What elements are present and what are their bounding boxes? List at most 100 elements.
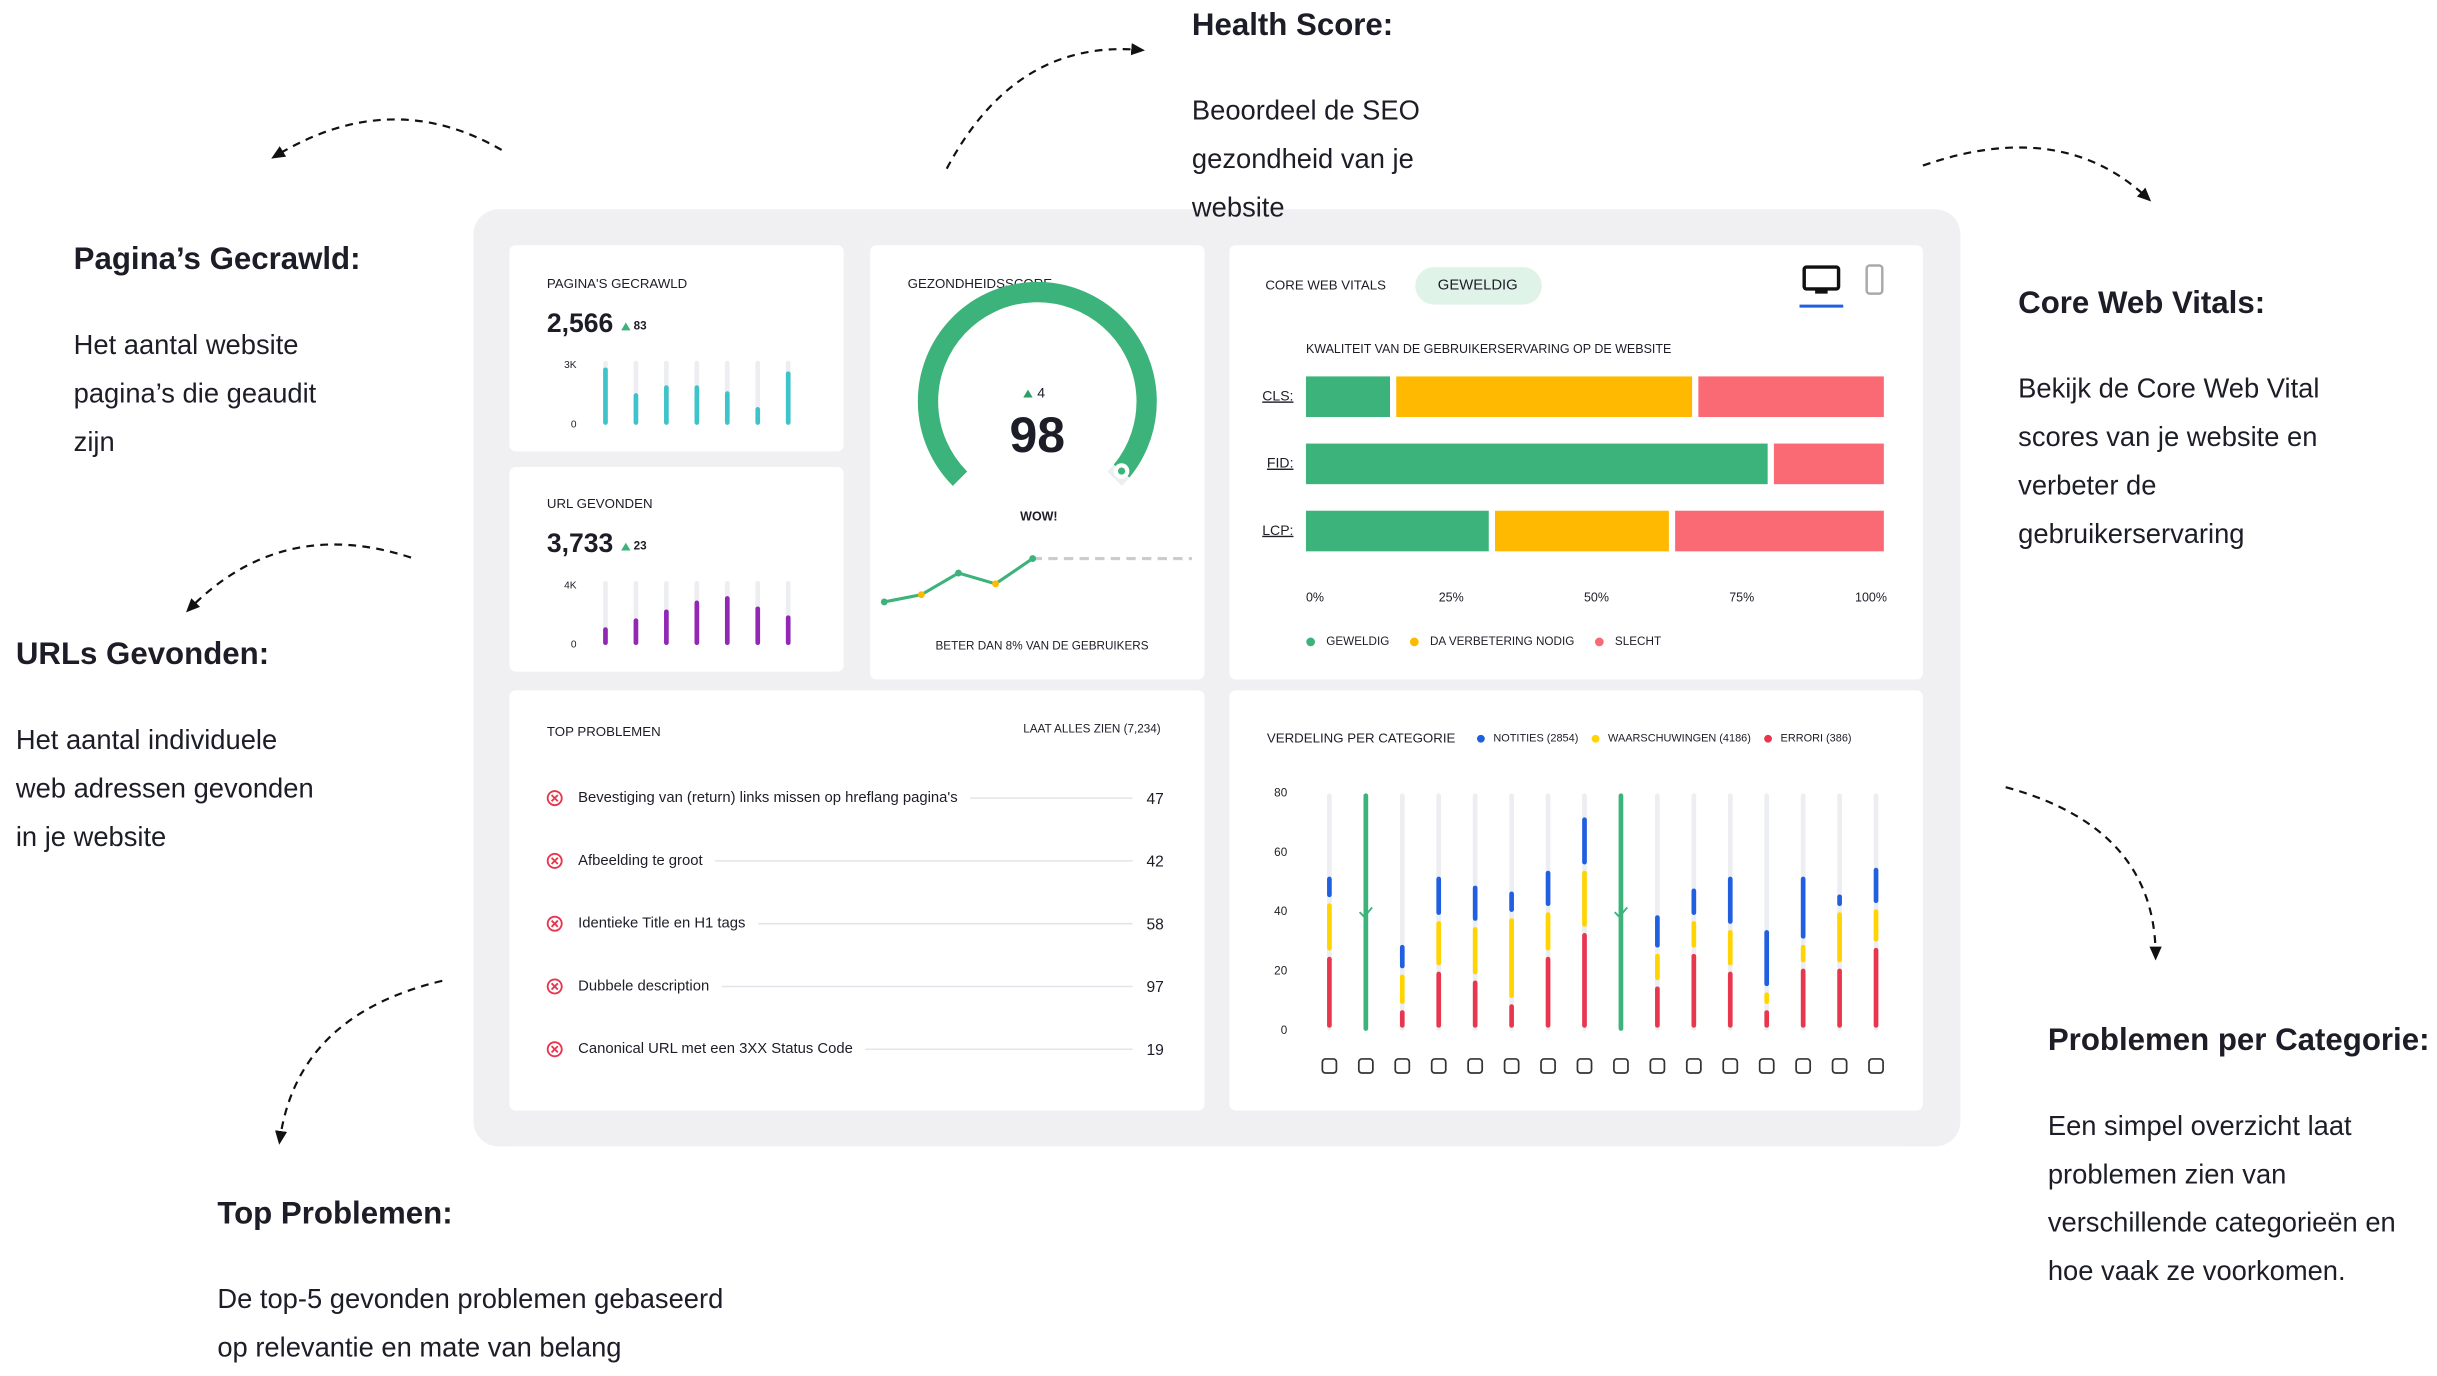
- category-icon[interactable]: [1685, 1058, 1702, 1074]
- card-value: 2,566: [547, 308, 613, 338]
- bar-segment: [1545, 912, 1551, 951]
- category-icon[interactable]: [1613, 1058, 1629, 1074]
- status-badge-text: GEWELDIG: [1438, 278, 1518, 294]
- legend-label: SLECHT: [1615, 635, 1661, 648]
- bar-segment: [1495, 510, 1669, 552]
- bar-segment: [1582, 870, 1587, 927]
- annotation-title: Pagina’s Gecrawld:: [74, 241, 361, 276]
- y-tick-label: 60: [1274, 846, 1288, 859]
- category-icon[interactable]: [1357, 1058, 1374, 1074]
- bar-segment: [1727, 971, 1733, 1028]
- category-icon[interactable]: [1321, 1058, 1338, 1074]
- bar-segment: [1691, 888, 1697, 915]
- category-icon[interactable]: [1868, 1058, 1884, 1074]
- legend-marker: [1476, 734, 1485, 743]
- bar-segment: [1472, 927, 1478, 975]
- bar: [785, 371, 791, 425]
- annotation-title: URLs Gevonden:: [16, 636, 269, 671]
- problem-count: 42: [1146, 854, 1163, 871]
- card: [1229, 690, 1923, 1111]
- card-title: TOP PROBLEMEN: [547, 724, 661, 739]
- annotation-text: zijn: [74, 426, 115, 457]
- category-icon[interactable]: [1540, 1058, 1556, 1074]
- up-arrow-icon: [621, 322, 631, 331]
- annotation-text: verschillende categorieën en: [2048, 1207, 2396, 1238]
- bar-segment: [1399, 1010, 1405, 1028]
- annotation-text: Bekijk de Core Web Vital: [2018, 373, 2319, 404]
- annotation-text: Een simpel overzicht laat: [2048, 1110, 2352, 1141]
- category-icon[interactable]: [1795, 1058, 1812, 1074]
- category-icon[interactable]: [1758, 1058, 1775, 1074]
- trend-point: [917, 591, 925, 599]
- arrow: [2005, 786, 2162, 961]
- bar-segment: [1800, 876, 1806, 939]
- bar: [664, 385, 669, 425]
- bar-segment: [1837, 912, 1842, 963]
- legend-label: GEWELDIG: [1326, 635, 1389, 648]
- gauge-arc: [917, 281, 1157, 486]
- category-icon[interactable]: [1722, 1058, 1739, 1074]
- bar-segment: [1472, 885, 1478, 921]
- legend-marker: [1591, 734, 1600, 743]
- bar: [633, 618, 639, 646]
- category-icon[interactable]: [1430, 1058, 1447, 1074]
- bar: [603, 627, 608, 646]
- bar-segment: [1800, 944, 1806, 963]
- annotation-text: scores van je website en: [2018, 421, 2317, 452]
- legend-label: NOTITIES (2854): [1493, 733, 1578, 745]
- desktop-icon[interactable]: [1802, 265, 1841, 291]
- card-value: 3,733: [547, 528, 613, 558]
- problem-count: 19: [1146, 1042, 1163, 1059]
- score: 98: [1010, 407, 1066, 463]
- bar-segment: [1582, 817, 1587, 865]
- y-tick-label: 0: [571, 420, 577, 431]
- bar-segment: [1691, 921, 1697, 948]
- bar: [755, 407, 761, 425]
- bar: [755, 606, 761, 646]
- bar: [603, 367, 608, 425]
- trend-point: [1029, 555, 1037, 562]
- card-title: VERDELING PER CATEGORIE: [1267, 730, 1456, 745]
- bar-segment: [1800, 968, 1806, 1028]
- category-icon[interactable]: [1649, 1058, 1666, 1074]
- annotation-text: in je website: [16, 821, 166, 852]
- trend-point: [955, 569, 962, 577]
- up-arrow-icon: [621, 542, 631, 551]
- score-rating: WOW!: [1020, 509, 1057, 523]
- bar-segment: [1327, 956, 1332, 1028]
- problem-label: Afbeelding te groot: [578, 853, 703, 869]
- category-icon[interactable]: [1503, 1058, 1520, 1074]
- bar-segment: [1873, 909, 1879, 942]
- card-label: PAGINA'S GECRAWLD: [547, 276, 687, 291]
- row-label: CLS:: [1262, 387, 1293, 403]
- category-icon[interactable]: [1467, 1058, 1484, 1074]
- row-label: LCP:: [1262, 522, 1293, 538]
- bar-segment: [1399, 944, 1405, 969]
- category-icon[interactable]: [1394, 1058, 1411, 1074]
- y-tick-label: 20: [1274, 965, 1288, 978]
- up-arrow-icon: [1023, 389, 1033, 398]
- annotation-text: web adressen gevonden: [15, 773, 314, 804]
- error-icon-x: [550, 857, 559, 865]
- trend-point: [880, 598, 888, 606]
- y-tick-label: 80: [1274, 787, 1288, 800]
- category-icon[interactable]: [1831, 1058, 1848, 1074]
- device-toggle[interactable]: [1799, 264, 1884, 308]
- category-icon[interactable]: [1576, 1058, 1593, 1074]
- annotation-text: hoe vaak ze voorkomen.: [2048, 1255, 2346, 1286]
- legend-label: DA VERBETERING NODIG: [1430, 635, 1574, 648]
- view-all-link[interactable]: LAAT ALLES ZIEN (7,234): [1023, 722, 1161, 735]
- arrow: [271, 118, 503, 159]
- error-icon: [546, 978, 563, 995]
- y-tick-label: 4K: [564, 580, 577, 591]
- bar-segment: [1764, 992, 1770, 1004]
- problem-label: Canonical URL met een 3XX Status Code: [578, 1041, 853, 1057]
- problem-label: Bevestiging van (return) links missen op…: [578, 790, 958, 806]
- bar-segment: [1655, 915, 1660, 948]
- mobile-icon[interactable]: [1865, 264, 1884, 295]
- annotation-text: problemen zien van: [2048, 1158, 2287, 1189]
- error-icon: [546, 852, 563, 869]
- bar: [724, 596, 730, 646]
- annotation-text: gezondheid van je: [1192, 143, 1414, 174]
- bar-segment: [1327, 876, 1332, 898]
